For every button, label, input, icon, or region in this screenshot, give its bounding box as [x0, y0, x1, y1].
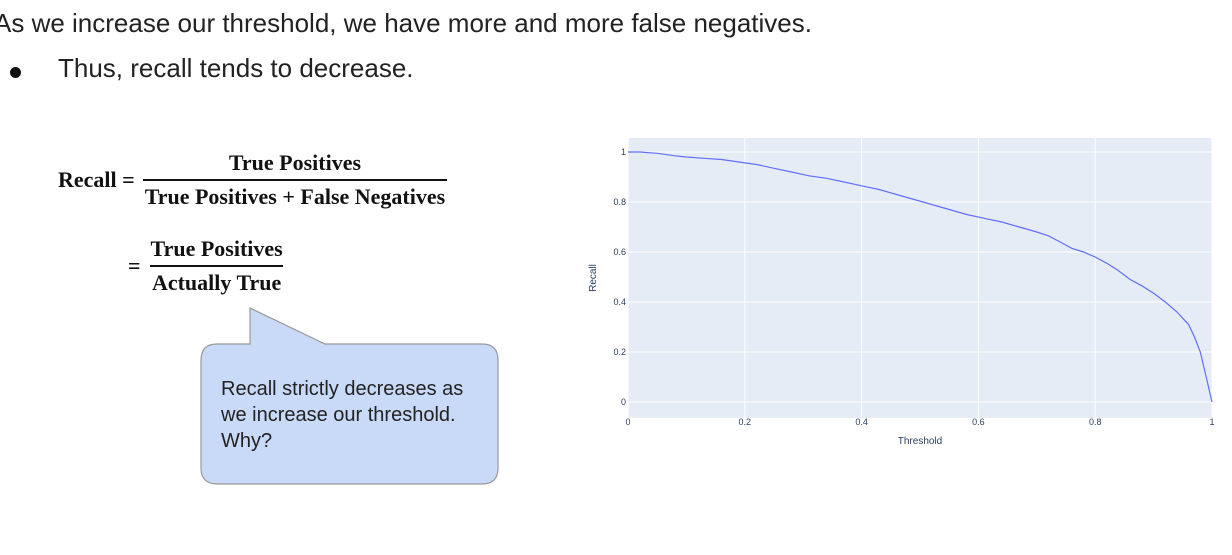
bullet-text: Thus, recall tends to decrease.: [58, 53, 414, 83]
fraction-2-denominator: Actually True: [149, 265, 284, 296]
y-axis-label: Recall: [588, 264, 599, 292]
y-tick-label: 0.8: [613, 197, 626, 207]
slide-heading: As we increase our threshold, we have mo…: [0, 8, 812, 38]
fraction-2-numerator: True Positives: [150, 236, 283, 261]
equals-sign: =: [128, 253, 141, 278]
x-tick-label: 0: [625, 417, 630, 427]
fraction-1-denominator: True Positives + False Negatives: [142, 179, 448, 210]
y-tick-label: 1: [621, 147, 626, 157]
recall-formula: Recall = True Positives True Positives +…: [58, 150, 448, 210]
y-tick-label: 0: [621, 397, 626, 407]
recall-fraction-1: True Positives True Positives + False Ne…: [142, 150, 448, 210]
callout-text: Recall strictly decreases as we increase…: [221, 378, 464, 452]
x-tick-labels: 0 0.2 0.4 0.6 0.8 1: [625, 417, 1214, 427]
x-tick-label: 0.8: [1089, 417, 1102, 427]
bullet-dot: [10, 67, 21, 78]
callout-shape: [200, 307, 499, 485]
y-tick-label: 0.2: [613, 347, 626, 357]
y-tick-label: 0.4: [613, 297, 626, 307]
x-tick-label: 0.2: [739, 417, 752, 427]
callout-bubble: [200, 307, 499, 485]
y-tick-label: 0.6: [613, 247, 626, 257]
recall-threshold-chart: 00.20.40.60.81 0 0.2 0.4 0.6 0.8 1 Threshold …: [588, 138, 1215, 447]
recall-lhs: Recall =: [58, 167, 135, 192]
recall-line: [628, 151, 1213, 403]
x-axis-label: Threshold: [898, 436, 942, 447]
x-tick-label: 0.4: [855, 417, 868, 427]
gridlines: [627, 138, 1213, 418]
recall-fraction-2: True Positives Actually True: [149, 236, 285, 296]
plot-area: [628, 138, 1212, 418]
recall-formula-simplified: = True Positives Actually True: [128, 236, 285, 296]
y-tick-labels: 0 0.2 0.4 0.6 0.8 1: [613, 147, 626, 407]
x-tick-label: 1: [1209, 417, 1214, 427]
x-tick-label: 0.6: [972, 417, 985, 427]
fraction-1-numerator: True Positives: [228, 150, 362, 175]
